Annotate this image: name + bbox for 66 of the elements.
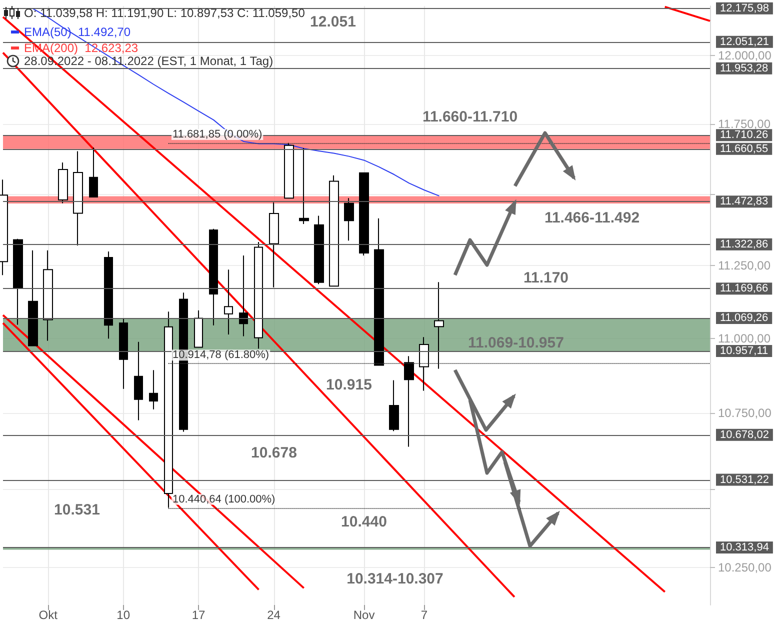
- candlestick: [89, 147, 98, 198]
- candlestick: [269, 202, 279, 288]
- x-tick-label: Nov: [353, 608, 375, 622]
- ref-line-label: 11.660,55: [720, 142, 768, 155]
- ref-line-label: 11.069,26: [720, 312, 768, 324]
- candlestick: [58, 162, 68, 204]
- ref-line-label: 11.953,28: [720, 62, 768, 74]
- annotation: 10.531: [54, 502, 100, 518]
- candlestick: [434, 282, 444, 370]
- ref-line-label: 10.531,22: [720, 474, 769, 486]
- candlestick: [224, 269, 233, 335]
- annotation: 10.440: [341, 514, 387, 530]
- ref-line-label: 12.175,98: [720, 2, 769, 14]
- annotation: 11.069-10.957: [468, 334, 564, 352]
- legend-label: EMA(50) 11.492,70: [24, 25, 131, 39]
- candlestick: [344, 198, 354, 242]
- annotation: 10.678: [251, 444, 297, 462]
- candlestick: [28, 250, 38, 346]
- candlestick: [134, 341, 143, 421]
- ref-line-label: 10.678,02: [720, 428, 769, 441]
- ref-line-label: 10.914,78 (61.80%): [172, 349, 270, 362]
- y-tick-label: 11.750,00: [718, 117, 771, 132]
- ref-line-label: 11.322,86: [720, 238, 768, 250]
- candlestick: [104, 251, 113, 340]
- candlestick: [209, 228, 218, 326]
- candlestick: [404, 356, 414, 448]
- candlestick: [13, 238, 23, 326]
- ref-line-label: 12.051,21: [720, 36, 769, 48]
- annotation: 11.660-11.710: [422, 108, 518, 126]
- x-tick-label: 10: [116, 608, 130, 622]
- candlestick: [43, 250, 53, 342]
- y-tick-label: 11.000,00: [718, 331, 771, 346]
- ref-line-label: 11.169,66: [720, 282, 768, 295]
- ref-line-label: 11.710.26: [720, 129, 768, 142]
- candlestick: [73, 150, 83, 246]
- annotation: 12.051: [310, 14, 356, 30]
- candlestick: [359, 172, 369, 256]
- annotation: 11.466-11.492: [544, 210, 640, 226]
- candlestick: [149, 370, 158, 410]
- ref-line-label: 10.440,64 (100.00%): [172, 493, 276, 506]
- annotation: 11.170: [523, 270, 569, 286]
- annotation: 10.915: [326, 376, 372, 394]
- ref-line-label: 11.472,83: [720, 196, 768, 208]
- y-tick-label: 11.250,00: [718, 258, 771, 272]
- candlestick: [119, 318, 128, 390]
- candlestick: [194, 310, 203, 348]
- annotation: O: 11.039,58 H: 11.191,90 L: 10.897,53 C: 11.059,50: [24, 6, 305, 20]
- candlestick: [389, 380, 399, 432]
- y-tick-label: 12.000,00: [718, 48, 772, 63]
- ref-line-label: 10.313,94: [720, 542, 769, 554]
- ref-line-label: 11.681,85 (0.00%): [172, 128, 262, 140]
- x-tick-label: Okt: [38, 608, 58, 622]
- candlestick: [314, 215, 324, 285]
- candlestick: [299, 147, 309, 225]
- y-tick-label: 10.750,00: [718, 406, 772, 420]
- annotation: 10.314-10.307: [346, 570, 444, 588]
- candlestick: [329, 174, 339, 287]
- candlestick: [239, 255, 248, 337]
- x-tick-label: 24: [267, 608, 281, 622]
- candlestick: [284, 142, 294, 199]
- x-tick-label: 17: [192, 608, 206, 622]
- ref-line-label: 10.957,11: [720, 345, 768, 358]
- x-tick-label: 7: [420, 608, 428, 622]
- candlestick: [374, 218, 384, 366]
- candlestick: [419, 336, 429, 392]
- y-tick-label: 10.250,00: [718, 560, 772, 575]
